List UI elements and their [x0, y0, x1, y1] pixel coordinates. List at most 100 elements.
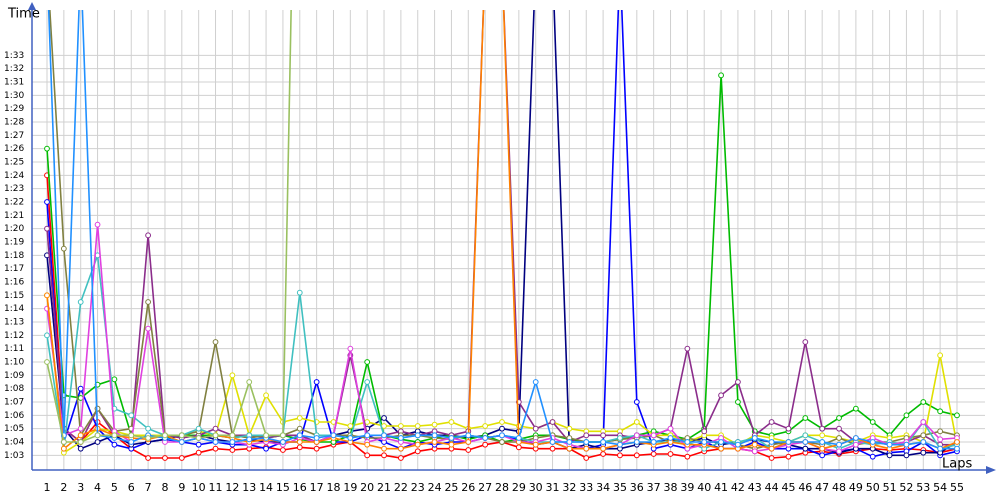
x-tick-label: 53: [916, 481, 930, 494]
lap-marker: [465, 432, 472, 439]
y-tick-label: 1:04: [4, 438, 24, 448]
lap-marker: [583, 439, 590, 445]
x-tick-label: 51: [883, 481, 897, 494]
lap-marker: [44, 292, 50, 299]
lap-marker: [431, 432, 438, 439]
x-tick-label: 36: [630, 481, 644, 494]
x-tick-label: 55: [950, 481, 964, 494]
lap-marker: [448, 441, 455, 448]
lap-marker: [650, 432, 657, 439]
x-tick-label: 40: [697, 481, 711, 494]
x-tick-label: 44: [765, 481, 779, 494]
lap-marker: [903, 412, 910, 419]
lap-marker: [751, 441, 758, 448]
lap-marker: [465, 439, 472, 445]
lap-marker: [852, 441, 859, 448]
lap-marker: [145, 325, 152, 332]
y-tick-label: 1:23: [4, 184, 24, 194]
lap-marker: [836, 425, 842, 432]
lap-marker: [903, 452, 910, 459]
lap-marker: [617, 441, 623, 448]
grid: [32, 10, 985, 470]
lap-marker: [650, 451, 657, 457]
x-tick-label: 47: [815, 481, 829, 494]
y-tick-label: 1:25: [4, 158, 24, 168]
lap-marker: [263, 392, 269, 399]
lap-marker: [583, 445, 590, 452]
lap-marker: [364, 379, 371, 385]
lap-marker: [718, 445, 724, 452]
x-tick-label: 35: [613, 481, 627, 494]
lap-marker: [162, 432, 168, 439]
lap-marker: [869, 439, 876, 445]
x-tick-label: 45: [781, 481, 795, 494]
lap-marker: [954, 445, 960, 452]
lap-marker: [381, 445, 387, 452]
lap-marker: [852, 405, 859, 412]
lap-marker: [381, 432, 387, 439]
x-tick-label: 34: [596, 481, 610, 494]
lap-marker: [60, 245, 67, 252]
x-tick-label: 23: [411, 481, 425, 494]
x-tick-label: 43: [748, 481, 762, 494]
x-tick-label: 16: [293, 481, 307, 494]
y-tick-label: 1:14: [4, 304, 24, 314]
x-tick-label: 14: [259, 481, 273, 494]
y-tick-label: 1:12: [4, 331, 24, 341]
y-tick-label: 1:33: [4, 51, 24, 61]
lap-marker: [77, 385, 84, 392]
x-tick-label: 24: [428, 481, 442, 494]
lap-marker: [886, 452, 893, 459]
x-tick-label: 6: [128, 481, 135, 494]
lap-marker: [549, 439, 556, 445]
lap-marker: [330, 432, 337, 439]
lap-marker: [465, 447, 472, 453]
lap-marker: [397, 445, 404, 452]
lap-marker: [381, 415, 387, 421]
lap-marker: [667, 425, 674, 432]
y-tick-label: 1:05: [4, 424, 24, 434]
x-tick-label: 33: [579, 481, 593, 494]
y-tick-label: 1:09: [4, 371, 24, 381]
lap-marker: [785, 453, 792, 460]
x-tick-label: 38: [664, 481, 678, 494]
lap-marker: [633, 452, 640, 459]
lap-marker: [212, 425, 219, 432]
y-tick-label: 1:15: [4, 291, 24, 301]
lap-marker: [532, 441, 539, 448]
lap-marker: [735, 441, 741, 448]
lap-marker: [77, 439, 84, 445]
lap-marker: [600, 439, 607, 445]
lap-marker: [44, 145, 50, 152]
lap-marker: [499, 419, 505, 425]
y-tick-label: 1:24: [4, 171, 24, 181]
x-tick-label: 1: [44, 481, 51, 494]
lap-marker: [499, 425, 505, 432]
y-tick-label: 1:19: [4, 238, 24, 248]
lap-marker: [684, 345, 691, 352]
lap-marker: [381, 452, 387, 459]
lap-marker: [482, 423, 489, 429]
lap-marker: [414, 441, 421, 448]
x-tick-label: 28: [495, 481, 509, 494]
lap-marker: [246, 436, 253, 443]
lap-marker: [313, 435, 320, 441]
lap-marker: [431, 421, 438, 428]
lap-marker: [162, 455, 168, 461]
lap-marker: [296, 289, 303, 296]
y-tick-label: 1:03: [4, 451, 24, 461]
lap-marker: [178, 432, 185, 439]
y-tick-label: 1:16: [4, 278, 24, 288]
lap-marker: [44, 332, 50, 339]
lap-marker: [869, 419, 876, 425]
lap-marker: [364, 432, 371, 439]
lap-marker: [145, 299, 152, 305]
lap-marker: [954, 412, 960, 419]
lap-marker: [431, 439, 438, 445]
lap-marker: [802, 445, 809, 452]
lap-marker: [600, 451, 607, 457]
lap-marker: [77, 432, 84, 439]
lap-marker: [111, 432, 118, 439]
lap-marker: [600, 432, 607, 439]
x-tick-label: 10: [192, 481, 206, 494]
